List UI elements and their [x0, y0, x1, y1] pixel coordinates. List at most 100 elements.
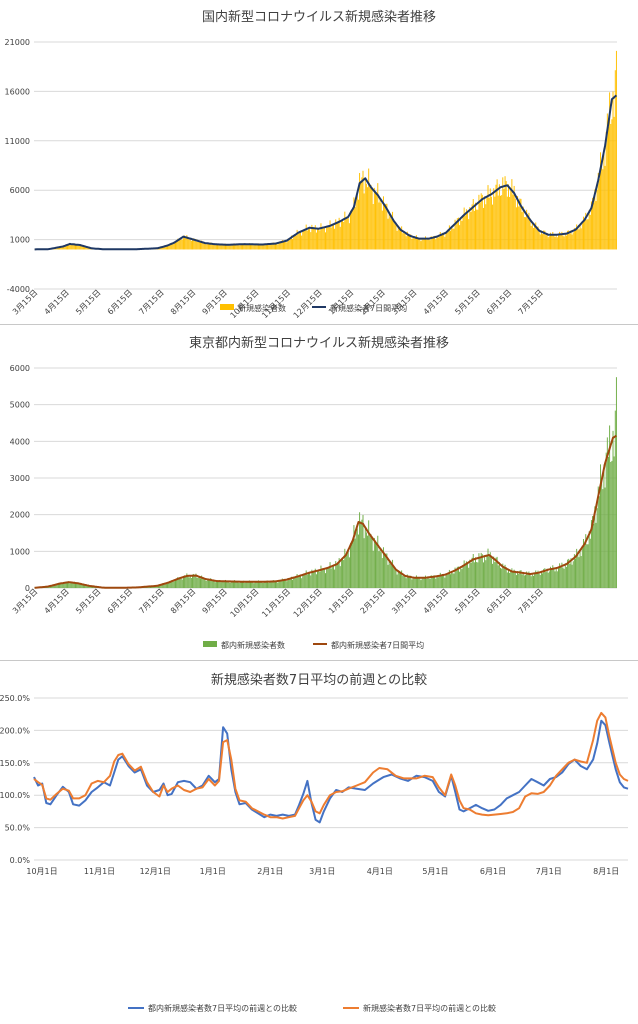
bar	[367, 535, 369, 588]
bar	[182, 237, 184, 250]
bar	[571, 234, 573, 250]
bar	[322, 569, 324, 588]
bar	[596, 189, 598, 250]
bar	[74, 583, 76, 588]
bar	[605, 452, 607, 588]
bar	[309, 228, 311, 250]
bar	[612, 430, 614, 588]
bar	[76, 582, 78, 588]
bar	[387, 218, 389, 250]
bar	[345, 555, 347, 588]
bar	[273, 581, 275, 588]
bar	[507, 569, 509, 588]
bar	[273, 243, 275, 250]
bar	[57, 583, 59, 588]
bar	[453, 228, 455, 250]
bar	[84, 246, 86, 250]
bar	[289, 578, 291, 588]
bar	[395, 223, 397, 250]
bar	[344, 211, 346, 250]
bar	[590, 201, 592, 250]
bar	[89, 586, 91, 588]
bar	[297, 232, 299, 250]
bar	[526, 571, 528, 588]
bar	[157, 585, 159, 588]
bar	[457, 566, 459, 588]
bar	[407, 576, 409, 588]
bar	[346, 216, 348, 250]
bar	[337, 221, 339, 250]
bar	[519, 570, 521, 588]
bar	[421, 577, 423, 588]
bar	[165, 245, 167, 250]
bar	[228, 244, 230, 250]
bar	[540, 570, 542, 588]
bar	[598, 178, 600, 250]
series-line	[33, 719, 629, 824]
bar	[307, 229, 309, 250]
bar	[282, 580, 284, 588]
bar	[496, 556, 498, 588]
bar	[610, 123, 612, 250]
bar	[461, 569, 463, 588]
bar	[172, 243, 174, 250]
bar	[188, 577, 190, 588]
bar	[259, 244, 261, 250]
bar	[415, 235, 417, 250]
bar	[386, 203, 388, 250]
bar	[167, 246, 169, 250]
bar	[327, 567, 329, 588]
bar	[247, 582, 249, 588]
bar	[179, 239, 181, 250]
bar	[211, 244, 213, 250]
bar	[493, 556, 495, 588]
x-tick-label: 2月15日	[359, 587, 387, 615]
bar	[447, 572, 449, 588]
bar	[262, 245, 264, 250]
bar	[373, 537, 375, 588]
legend-swatch-bars	[220, 304, 234, 310]
bar	[565, 566, 567, 588]
bar	[427, 577, 429, 588]
bar	[540, 230, 542, 250]
bar	[197, 577, 199, 588]
bar	[372, 550, 374, 588]
bar	[511, 179, 513, 250]
bar	[338, 558, 340, 588]
bar	[212, 581, 214, 588]
bar	[198, 240, 200, 250]
bar	[181, 579, 183, 588]
bar	[194, 576, 196, 588]
x-tick-label: 4月15日	[43, 587, 71, 615]
bar	[220, 245, 222, 250]
bar	[64, 581, 66, 588]
bar	[330, 568, 332, 588]
bar	[247, 244, 249, 250]
bar	[512, 194, 514, 250]
bar	[176, 241, 178, 250]
bar	[418, 577, 420, 588]
bar	[409, 234, 411, 250]
bar	[228, 580, 230, 588]
bar	[487, 185, 489, 250]
bar	[315, 232, 317, 250]
bar	[347, 215, 349, 250]
bar	[525, 575, 526, 588]
bar	[76, 244, 78, 250]
bar	[437, 237, 439, 250]
bar	[556, 571, 558, 588]
bar	[259, 582, 261, 588]
bar	[564, 563, 566, 588]
bar	[603, 147, 605, 250]
bar	[295, 578, 297, 588]
bar	[53, 585, 55, 588]
bar	[573, 554, 575, 588]
bar	[63, 583, 65, 588]
bar	[226, 244, 228, 250]
y-axis-ticks: 0.0% 50.0% 100.0% 150.0% 200.0% 250.0%	[0, 694, 30, 865]
x-tick-label: 6月15日	[485, 587, 513, 615]
bar	[612, 91, 614, 250]
bar	[368, 520, 370, 588]
bar	[293, 236, 295, 250]
bar	[369, 535, 371, 588]
